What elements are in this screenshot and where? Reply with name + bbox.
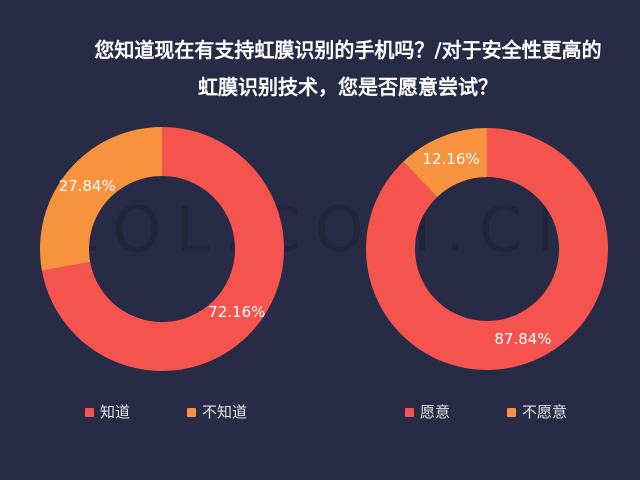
slice-value-label-不知道: 27.84%: [58, 177, 116, 196]
legend-label-willing: 愿意: [420, 403, 451, 421]
legend-swatch-not-know: [187, 408, 197, 417]
chart-title-line1: 您知道现在有支持虹膜识别的手机吗？/对于安全性更高的: [94, 38, 602, 62]
legend-item-know[interactable]: 知道: [85, 405, 130, 420]
legend-swatch-not-willing: [507, 408, 517, 417]
pie-slice-愿意[interactable]: [365, 128, 608, 370]
legend-swatch-willing: [405, 408, 414, 417]
legend-label-not-willing: 不愿意: [522, 403, 568, 421]
legend-awareness: 知道 不知道: [85, 405, 247, 420]
legend-item-not-know[interactable]: 不知道: [187, 405, 247, 420]
legend-item-not-willing[interactable]: 不愿意: [507, 405, 567, 420]
chart-title-line2: 虹膜识别技术，您是否愿意尝试？: [198, 75, 498, 99]
chart-title: 您知道现在有支持虹膜识别的手机吗？/对于安全性更高的 虹膜识别技术，您是否愿意尝…: [56, 32, 640, 106]
legend-item-willing[interactable]: 愿意: [405, 405, 450, 420]
pie-slice-知道[interactable]: [41, 127, 284, 371]
slice-value-label-愿意: 87.84%: [494, 329, 552, 348]
pie-slice-不愿意[interactable]: [403, 128, 487, 198]
watermark-text: ZOL.COM.CN: [56, 193, 597, 266]
legend-willingness: 愿意 不愿意: [405, 405, 567, 420]
pie-slice-不知道[interactable]: [39, 127, 162, 271]
slice-value-label-不愿意: 12.16%: [422, 150, 480, 169]
legend-swatch-know: [85, 408, 94, 417]
legend-label-not-know: 不知道: [202, 403, 248, 421]
slice-value-label-知道: 72.16%: [208, 302, 266, 321]
legend-label-know: 知道: [100, 403, 131, 421]
